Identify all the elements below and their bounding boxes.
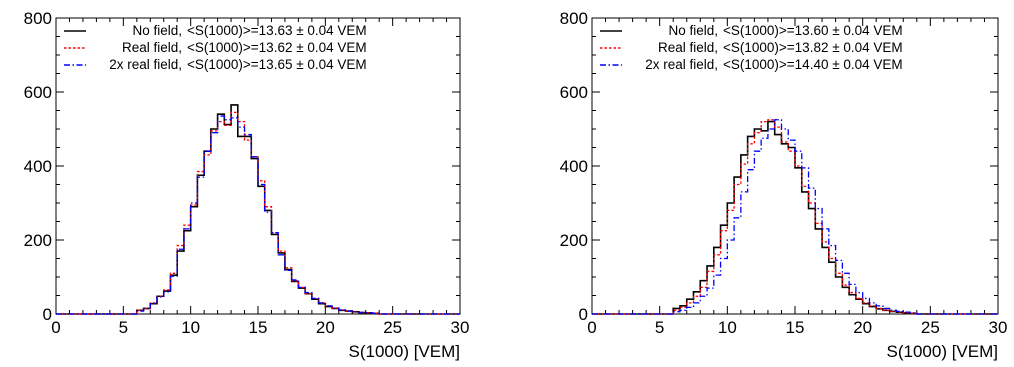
- x-tick-label: 25: [383, 318, 402, 337]
- legend-label-0: No field,: [132, 23, 182, 38]
- y-tick-label: 600: [24, 83, 52, 102]
- x-axis-label: S(1000) [VEM]: [349, 342, 461, 361]
- x-tick-label: 15: [249, 318, 268, 337]
- x-tick-label: 30: [989, 318, 1008, 337]
- x-tick-label: 15: [786, 318, 805, 337]
- histogram-series-0: [56, 104, 460, 315]
- histogram-series-2: [56, 115, 460, 315]
- x-tick-label: 20: [316, 318, 335, 337]
- legend-stat-1: <S(1000)>=13.82 ± 0.04 VEM: [723, 40, 903, 55]
- y-tick-label: 400: [560, 157, 588, 176]
- x-tick-label: 10: [718, 318, 737, 337]
- legend-stat-2: <S(1000)>=13.65 ± 0.04 VEM: [187, 57, 367, 72]
- histogram-series-1: [592, 119, 998, 315]
- histogram-panel-right: 0 5 10 15 20 25 30 0 200 400 600 800 S(1000) [VEM] No…: [560, 9, 1008, 361]
- y-tick-label: 200: [24, 231, 52, 250]
- histogram-series-2: [592, 119, 998, 315]
- legend-label-1: Real field,: [122, 40, 182, 55]
- y-tick-label: 200: [560, 231, 588, 250]
- y-tick-label: 0: [579, 305, 588, 324]
- x-tick-label: 0: [51, 318, 60, 337]
- y-tick-label: 600: [560, 83, 588, 102]
- legend-label-2: 2x real field,: [645, 57, 718, 72]
- x-tick-label: 10: [181, 318, 200, 337]
- legend-stat-1: <S(1000)>=13.62 ± 0.04 VEM: [187, 40, 367, 55]
- y-tick-label: 400: [24, 157, 52, 176]
- x-tick-label: 30: [451, 318, 470, 337]
- legend-stat-0: <S(1000)>=13.63 ± 0.04 VEM: [187, 23, 367, 38]
- legend-label-1: Real field,: [658, 40, 718, 55]
- histogram-panel-left: 0 5 10 15 20 25 30 0 200 400 600 800 S(1000) [VEM] No…: [24, 9, 470, 361]
- x-tick-label: 25: [921, 318, 940, 337]
- legend-label-0: No field,: [668, 23, 718, 38]
- x-tick-label: 5: [655, 318, 664, 337]
- histogram-series-1: [56, 111, 460, 315]
- x-tick-label: 0: [587, 318, 596, 337]
- legend-label-2: 2x real field,: [109, 57, 182, 72]
- y-tick-label: 800: [24, 9, 52, 28]
- legend-stat-2: <S(1000)>=14.40 ± 0.04 VEM: [723, 57, 903, 72]
- legend-stat-0: <S(1000)>=13.60 ± 0.04 VEM: [723, 23, 903, 38]
- x-tick-label: 20: [853, 318, 872, 337]
- x-axis-label: S(1000) [VEM]: [887, 342, 999, 361]
- y-tick-label: 0: [43, 305, 52, 324]
- y-tick-label: 800: [560, 9, 588, 28]
- x-tick-label: 5: [119, 318, 128, 337]
